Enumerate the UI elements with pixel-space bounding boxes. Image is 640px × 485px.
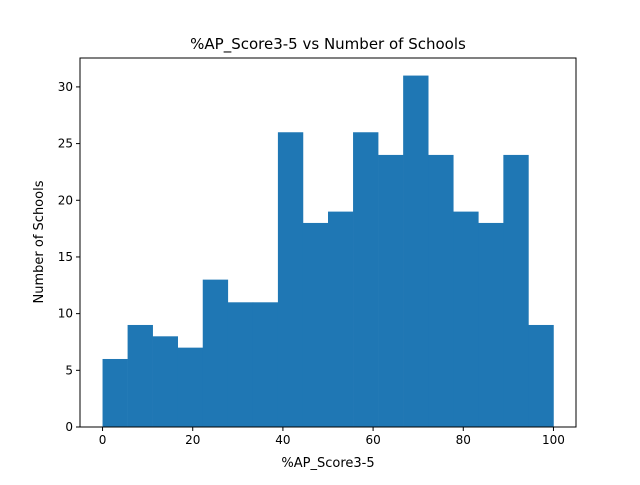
histogram-bar — [227, 302, 254, 427]
y-tick-label: 10 — [58, 307, 73, 321]
y-axis-label: Number of Schools — [32, 180, 47, 303]
chart-title: %AP_Score3-5 vs Number of Schools — [190, 35, 466, 54]
x-tick-label: 100 — [542, 433, 565, 447]
histogram-bar — [503, 154, 529, 427]
x-tick-label: 20 — [185, 433, 200, 447]
y-tick-label: 20 — [58, 193, 73, 207]
histogram-bar — [202, 279, 229, 427]
x-tick-label: 80 — [456, 433, 471, 447]
histogram-bar — [302, 222, 329, 427]
histogram-bar — [102, 358, 128, 427]
histogram-bar — [478, 222, 504, 427]
y-tick-label: 15 — [58, 250, 73, 264]
histogram-bar — [177, 347, 204, 427]
histogram-bar — [428, 154, 454, 427]
histogram-bar — [353, 132, 379, 427]
y-axis-ticks: 0 5 10 15 20 25 30 — [58, 80, 80, 434]
histogram-bar — [453, 211, 479, 427]
histogram-bar — [528, 324, 554, 427]
x-tick-label: 60 — [365, 433, 380, 447]
y-tick-label: 30 — [58, 80, 73, 94]
y-tick-label: 5 — [65, 363, 73, 377]
histogram-bar — [378, 154, 404, 427]
y-tick-label: 25 — [58, 137, 73, 151]
x-axis-label: %AP_Score3-5 — [281, 456, 374, 471]
plot-frame — [79, 57, 577, 428]
histogram-bar — [328, 211, 354, 427]
x-tick-label: 40 — [275, 433, 290, 447]
histogram-bar — [252, 302, 279, 427]
bars-group — [102, 75, 554, 428]
histogram-bar — [127, 324, 153, 427]
histogram-bar — [277, 132, 304, 427]
histogram-bar — [152, 336, 178, 427]
y-tick-label: 0 — [65, 420, 73, 434]
x-axis-ticks: 0 20 40 60 80 100 — [99, 427, 565, 447]
x-tick-label: 0 — [99, 433, 107, 447]
histogram-bar — [403, 75, 429, 428]
